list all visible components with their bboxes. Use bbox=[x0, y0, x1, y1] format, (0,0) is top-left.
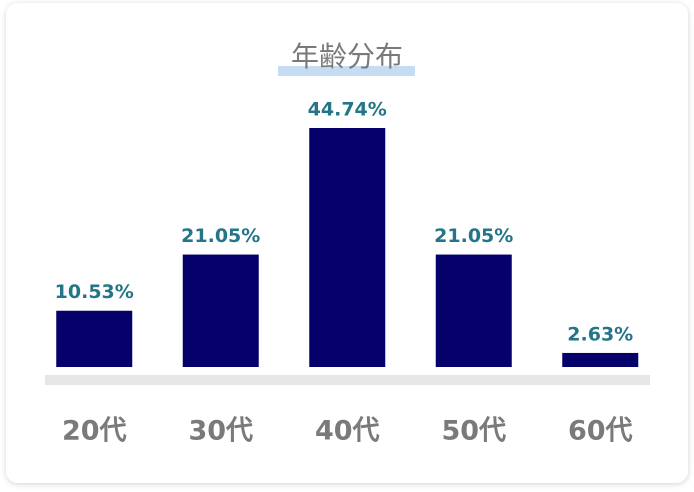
bar bbox=[435, 254, 512, 367]
x-tick-label: 20代 bbox=[62, 416, 127, 447]
value-label: 2.63% bbox=[567, 323, 633, 345]
bar bbox=[182, 254, 259, 367]
bar bbox=[309, 128, 386, 367]
value-label: 21.05% bbox=[434, 225, 513, 247]
bar bbox=[56, 310, 133, 367]
baseline bbox=[45, 375, 650, 385]
chart-title: 年齢分布 bbox=[291, 40, 403, 73]
x-tick-label: 40代 bbox=[315, 416, 380, 447]
title-highlight bbox=[278, 66, 415, 76]
bar bbox=[562, 352, 639, 367]
x-tick-label: 50代 bbox=[441, 416, 506, 447]
value-label: 21.05% bbox=[181, 225, 260, 247]
value-label: 44.74% bbox=[308, 99, 387, 121]
value-label: 10.53% bbox=[55, 281, 134, 303]
x-tick-label: 60代 bbox=[568, 416, 633, 447]
x-tick-label: 30代 bbox=[188, 416, 253, 447]
